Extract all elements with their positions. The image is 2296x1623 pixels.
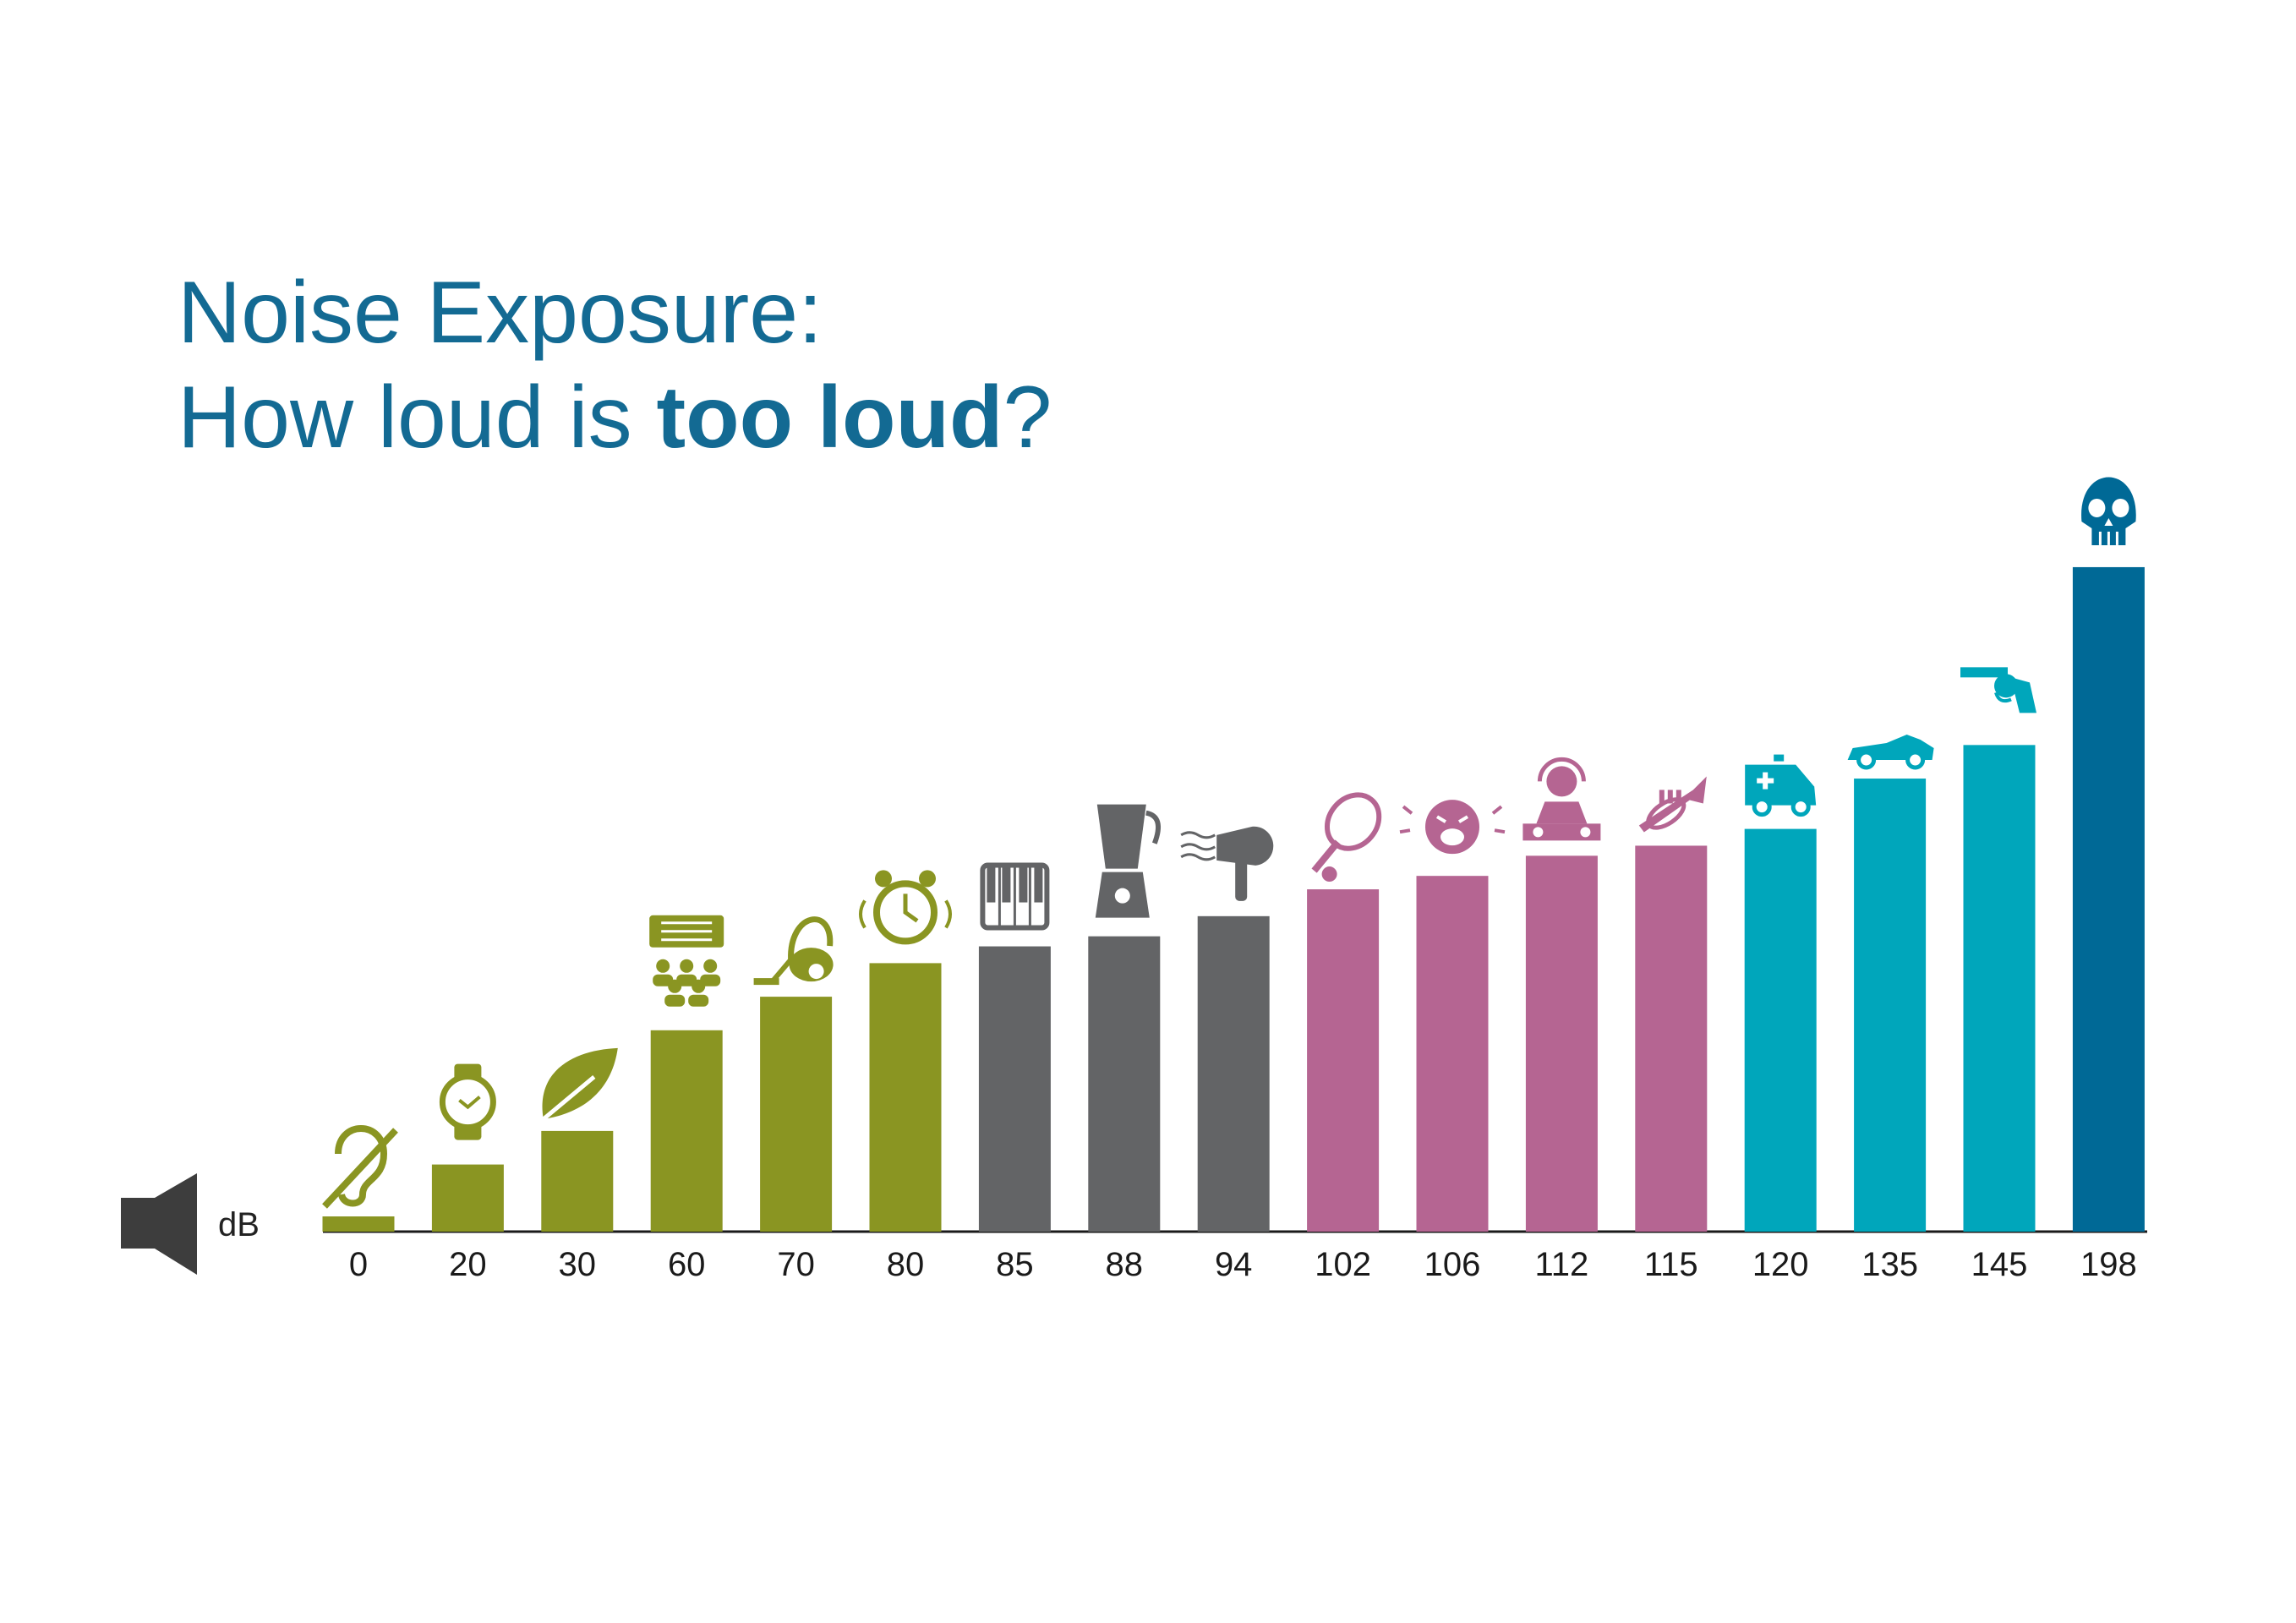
watch-icon <box>439 1063 496 1140</box>
x-tick-label: 60 <box>668 1246 706 1283</box>
race-car-icon <box>1847 735 1934 770</box>
vacuum-cleaner-icon <box>753 916 834 986</box>
x-tick-label: 70 <box>777 1246 815 1283</box>
bar-135db <box>1854 779 1927 1232</box>
bar-112db <box>1525 855 1598 1232</box>
unit-label: dB <box>218 1206 260 1243</box>
bar-0db <box>322 1216 395 1232</box>
skull-icon <box>2081 477 2136 545</box>
x-tick-labels: 0 20 30 60 70 80 85 88 94 102 106 112 115 120 135 145 19… <box>349 1246 2137 1283</box>
title-line-1: Noise Exposure: <box>178 264 823 362</box>
bar-94db <box>1197 915 1270 1232</box>
piano-icon <box>980 862 1050 931</box>
tennis-racket-icon <box>1311 792 1382 883</box>
hair-dryer-icon <box>1180 826 1274 901</box>
bar-70db <box>760 997 833 1232</box>
bar-80db <box>869 963 942 1232</box>
bar-60db <box>650 1030 723 1232</box>
bar-115db <box>1635 845 1708 1232</box>
bar-106db <box>1416 876 1489 1232</box>
conversation-icon <box>649 915 724 1007</box>
bar-120db <box>1744 828 1817 1232</box>
title-line-2-start: How loud is <box>178 369 657 467</box>
x-tick-label: 94 <box>1215 1246 1253 1283</box>
bar-20db <box>431 1164 504 1232</box>
bars <box>322 566 2145 1232</box>
x-tick-label: 0 <box>349 1246 368 1283</box>
bar-30db <box>541 1130 614 1232</box>
x-tick-label: 30 <box>559 1246 597 1283</box>
trumpet-icon <box>1638 776 1707 833</box>
x-tick-label: 85 <box>996 1246 1034 1283</box>
bar-88db <box>1088 936 1161 1232</box>
hearing-impaired-icon <box>322 1125 398 1209</box>
revolver-icon <box>1960 667 2036 713</box>
x-tick-label: 102 <box>1315 1246 1371 1283</box>
x-tick-label: 120 <box>1752 1246 1809 1283</box>
bar-145db <box>1963 745 2036 1232</box>
x-tick-label: 112 <box>1535 1246 1589 1283</box>
alarm-clock-icon <box>859 870 952 945</box>
chart-title: Noise Exposure: How loud is too loud? <box>178 260 1052 470</box>
title-line-2-emphasis: too loud <box>656 369 1003 467</box>
speaker-icon <box>121 1173 197 1275</box>
x-tick-label: 135 <box>1861 1246 1918 1283</box>
x-tick-label: 88 <box>1106 1246 1144 1283</box>
leaf-icon <box>542 1047 618 1121</box>
x-tick-label: 106 <box>1424 1246 1481 1283</box>
dj-icon <box>1522 757 1601 841</box>
title-line-2: How loud is too loud? <box>178 365 1052 470</box>
ambulance-icon <box>1745 754 1817 817</box>
blender-icon <box>1095 804 1162 918</box>
bar-85db <box>978 946 1051 1232</box>
bar-198db <box>2072 566 2145 1232</box>
crying-baby-icon <box>1399 800 1506 855</box>
x-tick-label: 20 <box>449 1246 487 1283</box>
x-tick-label: 115 <box>1644 1246 1698 1283</box>
x-tick-label: 145 <box>1971 1246 2028 1283</box>
x-tick-label: 80 <box>887 1246 925 1283</box>
bar-102db <box>1307 889 1380 1232</box>
bar-icons <box>322 477 2136 1209</box>
title-line-2-end: ? <box>1003 369 1052 467</box>
x-tick-label: 198 <box>2080 1246 2137 1283</box>
